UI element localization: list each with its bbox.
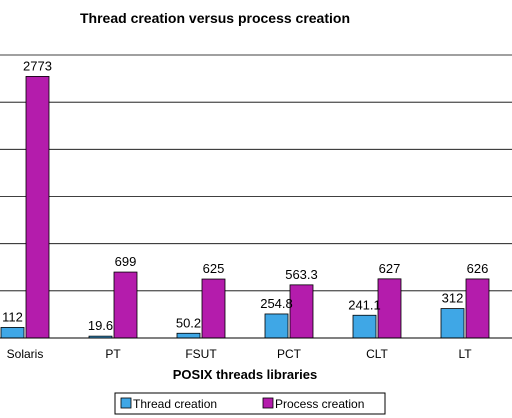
gridlines — [0, 54, 512, 292]
data-label-thread-clt: 241.1 — [348, 297, 381, 312]
chart-title: Thread creation versus process creation — [80, 10, 350, 26]
bar-process-clt — [377, 278, 402, 339]
legend-label-process-creation: Process creation — [275, 397, 364, 411]
x-tick-pt: PT — [105, 347, 121, 361]
data-label-process-solaris: 2773 — [23, 58, 52, 73]
x-axis-label: POSIX threads libraries — [173, 367, 318, 382]
bar-process-solaris — [25, 76, 50, 339]
x-tick-labels: Solaris PT FSUT PCT CLT LT — [7, 347, 473, 361]
x-tick-lt: LT — [458, 347, 472, 361]
bar-process-pct — [289, 284, 314, 339]
legend: Thread creation Process creation — [114, 392, 386, 415]
bar-thread-pct — [264, 313, 289, 339]
bar-process-lt — [465, 278, 490, 339]
x-tick-solaris: Solaris — [7, 347, 44, 361]
data-label-process-clt: 627 — [379, 261, 401, 276]
legend-swatch-process-creation — [262, 397, 274, 409]
data-labels: 112 2773 19.6 699 50.2 625 254.8 563.3 241.1 627 3… — [2, 58, 488, 333]
data-label-process-fsut: 625 — [203, 261, 225, 276]
bar-process-pt — [113, 271, 138, 339]
data-label-thread-lt: 312 — [442, 291, 464, 306]
data-label-process-lt: 626 — [467, 261, 489, 276]
data-label-process-pt: 699 — [115, 254, 137, 269]
legend-box — [114, 392, 386, 415]
x-tick-clt: CLT — [366, 347, 388, 361]
bar-thread-clt — [352, 314, 377, 339]
data-label-thread-pct: 254.8 — [260, 296, 293, 311]
x-tick-pct: PCT — [277, 347, 302, 361]
x-tick-fsut: FSUT — [185, 347, 217, 361]
bar-thread-solaris — [0, 327, 25, 339]
bar-thread-fsut — [176, 332, 201, 339]
legend-label-thread-creation: Thread creation — [133, 397, 217, 411]
bars — [0, 76, 490, 339]
data-label-thread-pt: 19.6 — [88, 318, 113, 333]
data-label-thread-fsut: 50.2 — [176, 315, 201, 330]
legend-swatch-thread-creation — [120, 397, 132, 409]
data-label-thread-solaris: 112 — [2, 309, 23, 324]
bar-process-fsut — [201, 278, 226, 339]
data-label-process-pct: 563.3 — [285, 267, 318, 282]
bar-thread-lt — [440, 308, 465, 339]
